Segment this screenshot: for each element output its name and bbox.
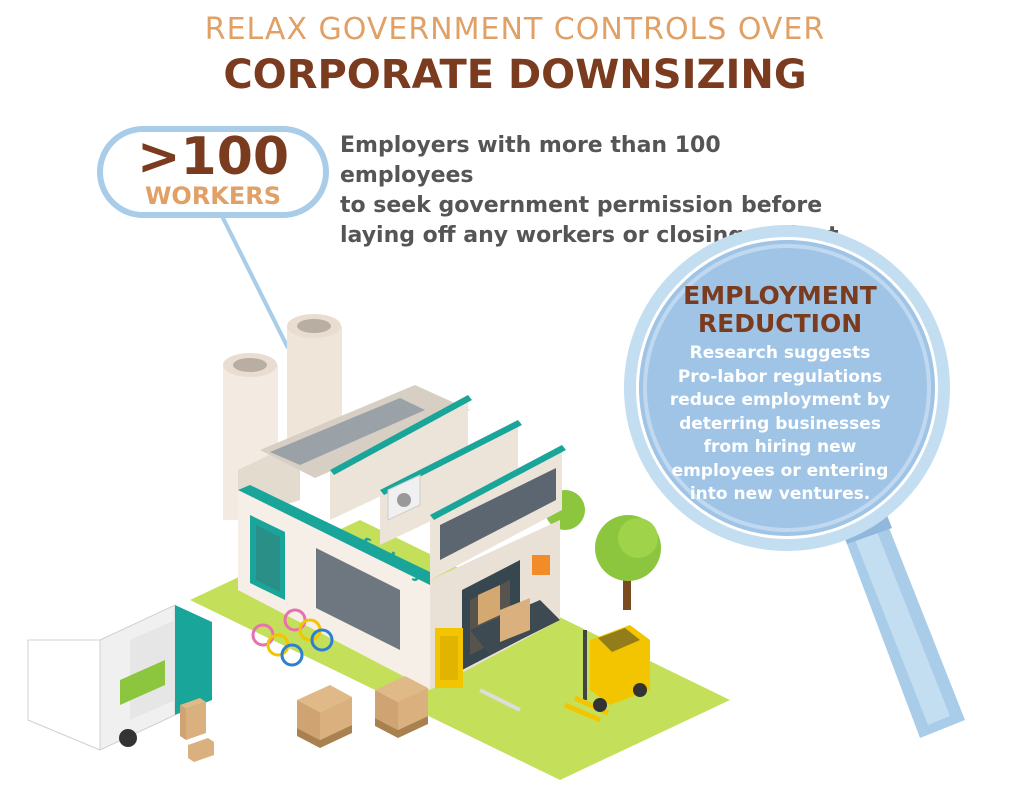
forklift-icon xyxy=(564,625,650,723)
box-pallet-icon xyxy=(375,676,428,738)
worker-count-bubble xyxy=(97,126,329,218)
title-line-1: RELAX GOVERNMENT CONTROLS OVER xyxy=(204,12,826,47)
callout-body-line: Research suggests xyxy=(689,343,871,363)
description-line: to seek government permission before xyxy=(340,193,823,218)
tree-icon xyxy=(595,515,661,610)
bicycle-icon xyxy=(251,608,334,667)
callout-title: EMPLOYMENT REDUCTION xyxy=(650,282,910,338)
callout-body-line: Pro-labor regulations xyxy=(677,366,883,387)
callout-title-line: EMPLOYMENT xyxy=(683,281,877,310)
description-line: Employers with more than 100 employees xyxy=(340,133,721,188)
callout-body-line: from hiring new xyxy=(703,437,857,457)
callout-title-line: REDUCTION xyxy=(697,309,863,338)
truck-icon xyxy=(27,604,212,751)
title-line-2: CORPORATE DOWNSIZING xyxy=(223,52,807,98)
callout-body-line: into new ventures. xyxy=(689,484,871,504)
callout-body: Research suggests Pro-labor regulations … xyxy=(650,342,910,507)
worker-count-unit: WORKERS xyxy=(144,182,282,210)
worker-count-number: >100 xyxy=(136,127,290,187)
callout-body-line: employees or entering xyxy=(671,460,889,481)
callout-body-line: deterring businesses xyxy=(679,413,881,434)
callout-body-line: reduce employment by xyxy=(669,390,891,410)
box-pallet-icon xyxy=(297,685,352,748)
employment-reduction-callout: EMPLOYMENT REDUCTION Research suggests P… xyxy=(650,282,910,507)
